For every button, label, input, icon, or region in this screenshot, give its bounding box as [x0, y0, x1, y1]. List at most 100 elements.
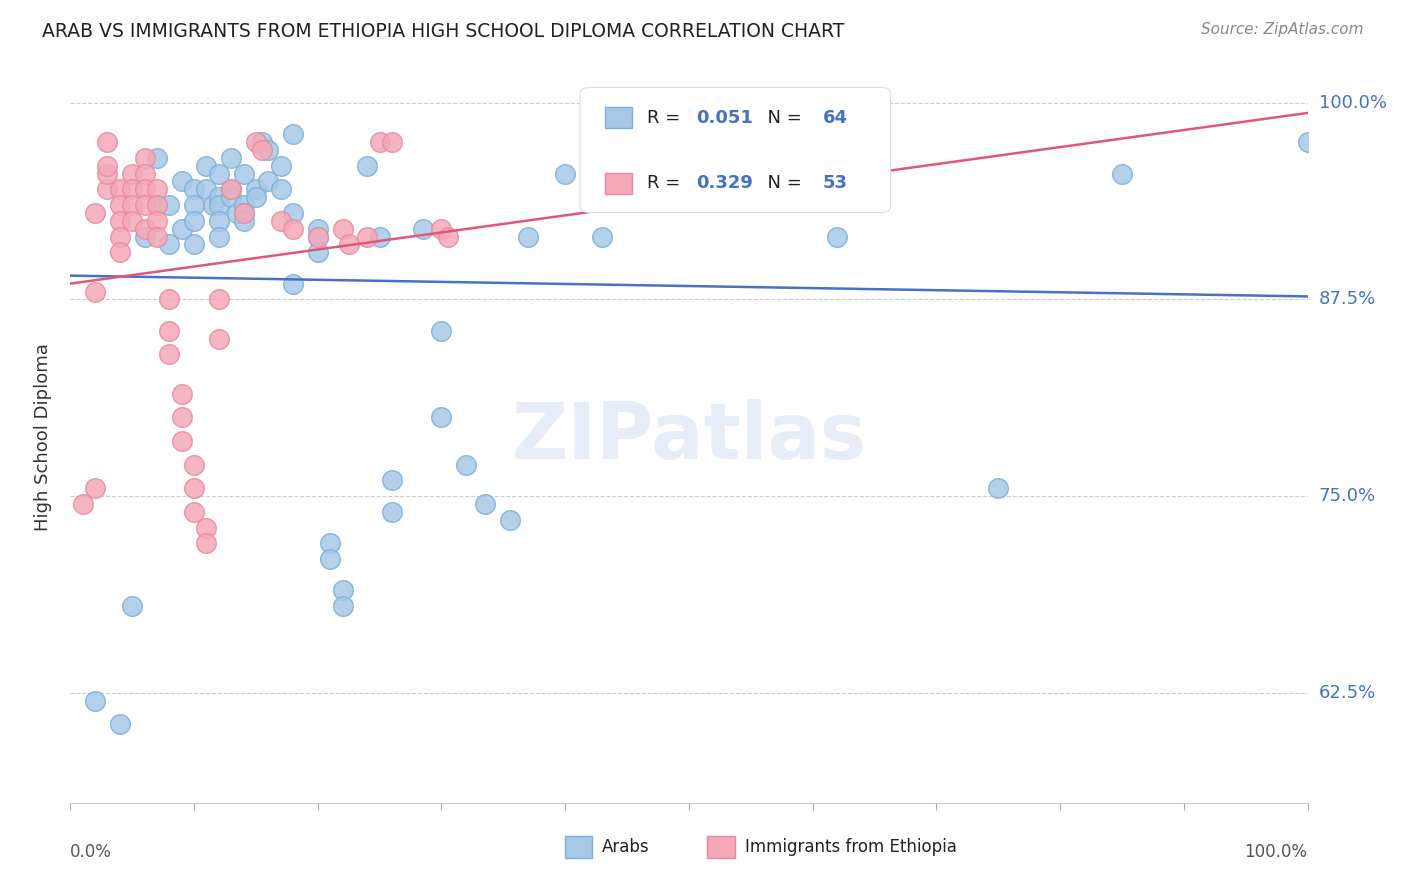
FancyBboxPatch shape [565, 836, 592, 858]
Point [319, 552, 342, 566]
Point [195, 520, 218, 534]
Point [245, 135, 267, 149]
Point [232, 206, 254, 220]
Point [96, 167, 118, 181]
Text: 75.0%: 75.0% [1319, 487, 1376, 505]
Point [430, 410, 453, 425]
Text: 100.0%: 100.0% [1319, 94, 1386, 112]
Text: ZIPatlas: ZIPatlas [512, 399, 866, 475]
Point [257, 143, 280, 157]
Point [84, 693, 107, 707]
Point [591, 229, 613, 244]
Point [84, 285, 107, 299]
Point [208, 293, 231, 307]
Point [257, 174, 280, 188]
Point [134, 182, 156, 196]
Text: Immigrants from Ethiopia: Immigrants from Ethiopia [745, 838, 956, 855]
Point [134, 229, 156, 244]
Point [332, 583, 354, 598]
Point [157, 198, 180, 212]
Point [368, 229, 391, 244]
Point [108, 717, 131, 731]
Point [281, 128, 304, 142]
Point [270, 182, 292, 196]
Text: 87.5%: 87.5% [1319, 291, 1376, 309]
Point [183, 214, 205, 228]
Point [134, 221, 156, 235]
Point [270, 214, 292, 228]
Text: 0.0%: 0.0% [70, 843, 112, 861]
Text: 100.0%: 100.0% [1244, 843, 1308, 861]
Point [356, 159, 378, 173]
Point [108, 229, 131, 244]
Point [195, 536, 218, 550]
Y-axis label: High School Diploma: High School Diploma [34, 343, 52, 531]
Point [183, 481, 205, 495]
Point [245, 190, 267, 204]
Text: ARAB VS IMMIGRANTS FROM ETHIOPIA HIGH SCHOOL DIPLOMA CORRELATION CHART: ARAB VS IMMIGRANTS FROM ETHIOPIA HIGH SC… [42, 22, 845, 41]
Text: 53: 53 [823, 174, 848, 192]
Point [108, 182, 131, 196]
Point [250, 143, 273, 157]
Point [245, 182, 267, 196]
Point [498, 513, 520, 527]
Point [134, 167, 156, 181]
Point [157, 347, 180, 361]
FancyBboxPatch shape [605, 108, 633, 128]
Point [146, 198, 169, 212]
Point [356, 229, 378, 244]
Point [170, 387, 193, 401]
Point [84, 206, 107, 220]
Point [183, 237, 205, 252]
Point [157, 237, 180, 252]
Point [183, 458, 205, 472]
Point [183, 198, 205, 212]
Point [146, 198, 169, 212]
Point [430, 324, 453, 338]
Point [332, 221, 354, 235]
Text: 64: 64 [823, 109, 848, 127]
Point [157, 324, 180, 338]
Point [270, 159, 292, 173]
FancyBboxPatch shape [605, 172, 633, 194]
Point [827, 229, 849, 244]
Point [307, 229, 329, 244]
Text: N =: N = [756, 174, 807, 192]
Point [381, 473, 404, 487]
Text: Arabs: Arabs [602, 838, 650, 855]
Point [96, 182, 118, 196]
Point [219, 151, 242, 165]
Point [281, 206, 304, 220]
Point [96, 159, 118, 173]
Point [1111, 167, 1133, 181]
Point [1296, 135, 1319, 149]
Point [307, 221, 329, 235]
Point [170, 174, 193, 188]
Point [436, 229, 458, 244]
Point [307, 245, 329, 260]
Point [381, 135, 404, 149]
Point [456, 458, 478, 472]
Point [146, 229, 169, 244]
Point [208, 190, 231, 204]
Point [368, 135, 391, 149]
Point [121, 599, 143, 614]
Point [381, 505, 404, 519]
Text: R =: R = [647, 174, 686, 192]
Point [232, 167, 254, 181]
Point [157, 293, 180, 307]
Point [146, 214, 169, 228]
Point [84, 481, 107, 495]
Point [208, 214, 231, 228]
Point [332, 599, 354, 614]
Point [195, 159, 218, 173]
Text: R =: R = [647, 109, 686, 127]
Text: 0.051: 0.051 [696, 109, 754, 127]
Point [121, 182, 143, 196]
Point [319, 536, 342, 550]
Point [232, 206, 254, 220]
Point [121, 214, 143, 228]
Text: 62.5%: 62.5% [1319, 683, 1376, 702]
Point [208, 332, 231, 346]
Text: Source: ZipAtlas.com: Source: ZipAtlas.com [1201, 22, 1364, 37]
